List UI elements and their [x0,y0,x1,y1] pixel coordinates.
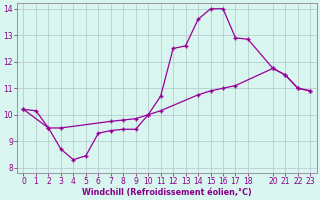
X-axis label: Windchill (Refroidissement éolien,°C): Windchill (Refroidissement éolien,°C) [82,188,252,197]
